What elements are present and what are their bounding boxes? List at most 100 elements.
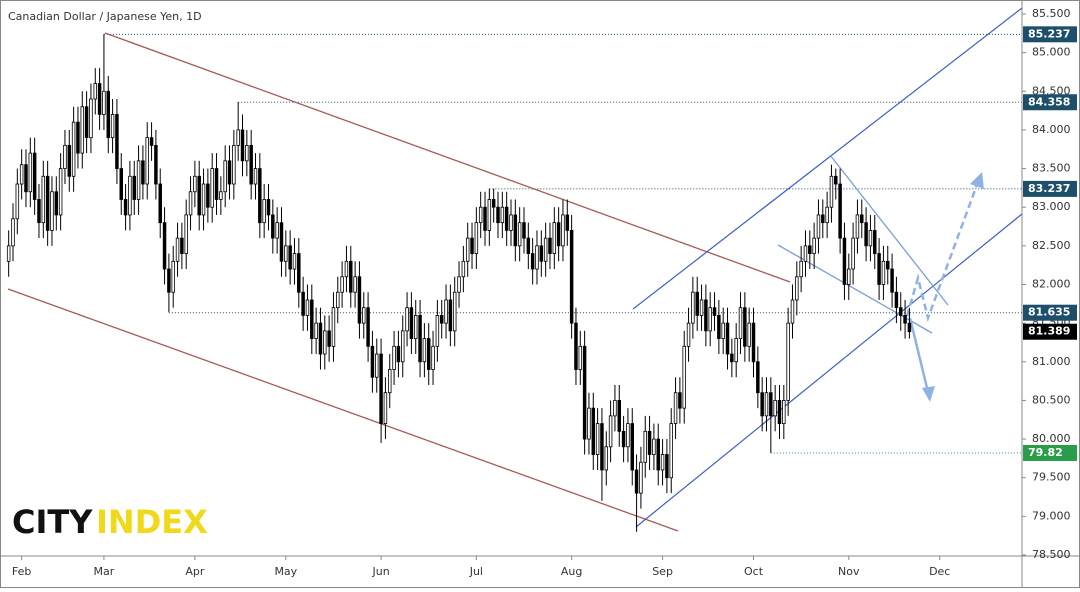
candle-body bbox=[743, 307, 747, 347]
candle-body bbox=[396, 345, 401, 363]
candle-body bbox=[171, 260, 175, 293]
last-price-label: 81.389 bbox=[1028, 325, 1070, 338]
candle-body bbox=[591, 407, 596, 455]
candle-body bbox=[500, 206, 505, 224]
candle-body bbox=[647, 430, 652, 455]
level-label: 79.82 bbox=[1028, 446, 1063, 459]
scenario-arrow bbox=[905, 181, 980, 323]
candle-body bbox=[760, 392, 764, 417]
candle-body bbox=[24, 164, 28, 193]
candle-body bbox=[535, 245, 539, 270]
candle-body bbox=[262, 199, 266, 224]
candle-body bbox=[11, 218, 15, 247]
candle-body bbox=[349, 260, 353, 293]
candle-body bbox=[834, 175, 838, 185]
candle-body bbox=[418, 315, 422, 363]
candle-body bbox=[206, 183, 210, 208]
candle-body bbox=[725, 322, 730, 355]
candle-body bbox=[860, 214, 864, 224]
candle-body bbox=[128, 175, 132, 216]
candle-body bbox=[829, 175, 834, 208]
candle-body bbox=[279, 222, 284, 262]
x-tick-label: Mar bbox=[94, 565, 115, 578]
candle-body bbox=[413, 315, 418, 339]
candle-body bbox=[478, 206, 483, 224]
candle-body bbox=[136, 160, 141, 200]
candle-body bbox=[305, 299, 310, 316]
candle-body bbox=[509, 214, 513, 231]
candle-body bbox=[751, 322, 756, 363]
candle-body bbox=[50, 191, 54, 231]
candle-body bbox=[894, 291, 899, 309]
candle-body bbox=[660, 454, 665, 471]
candle-body bbox=[656, 438, 660, 471]
x-tick-label: May bbox=[274, 565, 297, 578]
x-tick-label: Nov bbox=[838, 565, 860, 578]
candle-body bbox=[556, 222, 561, 247]
candle-body bbox=[868, 229, 873, 247]
candle-body bbox=[392, 345, 396, 370]
candle-body bbox=[37, 199, 41, 224]
candle-body bbox=[435, 315, 440, 347]
candle-body bbox=[864, 222, 868, 247]
candle-body bbox=[587, 407, 591, 440]
candle-body bbox=[738, 307, 743, 339]
candle-body bbox=[106, 90, 111, 139]
trend-line bbox=[632, 7, 1023, 310]
candle-body bbox=[626, 423, 630, 448]
trend-line bbox=[635, 213, 1023, 528]
candle-body bbox=[708, 307, 712, 332]
candle-body bbox=[288, 245, 292, 270]
candle-body bbox=[71, 121, 76, 177]
candle-body bbox=[223, 160, 227, 193]
candle-body bbox=[513, 214, 518, 247]
candle-body bbox=[236, 129, 240, 146]
y-tick-label: 85.000 bbox=[1032, 46, 1071, 59]
candle-body bbox=[452, 291, 457, 332]
candle-body bbox=[275, 222, 279, 239]
candle-body bbox=[28, 152, 33, 193]
candle-body bbox=[769, 392, 773, 417]
candle-body bbox=[634, 469, 639, 494]
y-tick-label: 82.500 bbox=[1032, 239, 1071, 252]
candle-body bbox=[730, 353, 734, 363]
candle-body bbox=[336, 291, 340, 309]
x-tick-label: Sep bbox=[652, 565, 673, 578]
y-tick-label: 84.000 bbox=[1032, 123, 1071, 136]
chart-title: Canadian Dollar / Japanese Yen, 1D bbox=[8, 10, 202, 23]
candle-body bbox=[149, 137, 154, 146]
candle-body bbox=[608, 415, 613, 448]
candle-body bbox=[301, 291, 305, 316]
candle-body bbox=[470, 237, 474, 254]
axes: 78.50079.00079.50080.00080.50081.00081.5… bbox=[12, 7, 1077, 578]
candle-body bbox=[58, 168, 63, 216]
candle-body bbox=[249, 144, 253, 185]
candle-body bbox=[613, 400, 617, 417]
candle-body bbox=[686, 322, 691, 347]
levels bbox=[103, 33, 1022, 454]
candle-body bbox=[457, 276, 461, 293]
candle-body bbox=[825, 206, 829, 224]
candle-body bbox=[886, 260, 890, 270]
candle-body bbox=[838, 183, 842, 239]
candle-body bbox=[448, 299, 453, 332]
candle-body bbox=[847, 268, 851, 285]
candle-body bbox=[180, 237, 184, 254]
x-tick-label: Jun bbox=[371, 565, 389, 578]
candle-body bbox=[115, 114, 119, 169]
level-label: 84.358 bbox=[1028, 95, 1070, 108]
candle-body bbox=[873, 229, 877, 254]
candle-body bbox=[162, 222, 167, 270]
level-label-box bbox=[1023, 180, 1077, 197]
candle-body bbox=[409, 307, 414, 339]
candle-body bbox=[691, 291, 695, 324]
level-label: 81.635 bbox=[1028, 306, 1070, 319]
candle-body bbox=[284, 245, 288, 262]
candle-body bbox=[543, 237, 548, 262]
candle-body bbox=[717, 315, 721, 339]
candle-body bbox=[756, 361, 760, 394]
candle-body bbox=[375, 353, 379, 378]
candle-body bbox=[877, 253, 881, 285]
candle-body bbox=[141, 160, 145, 185]
